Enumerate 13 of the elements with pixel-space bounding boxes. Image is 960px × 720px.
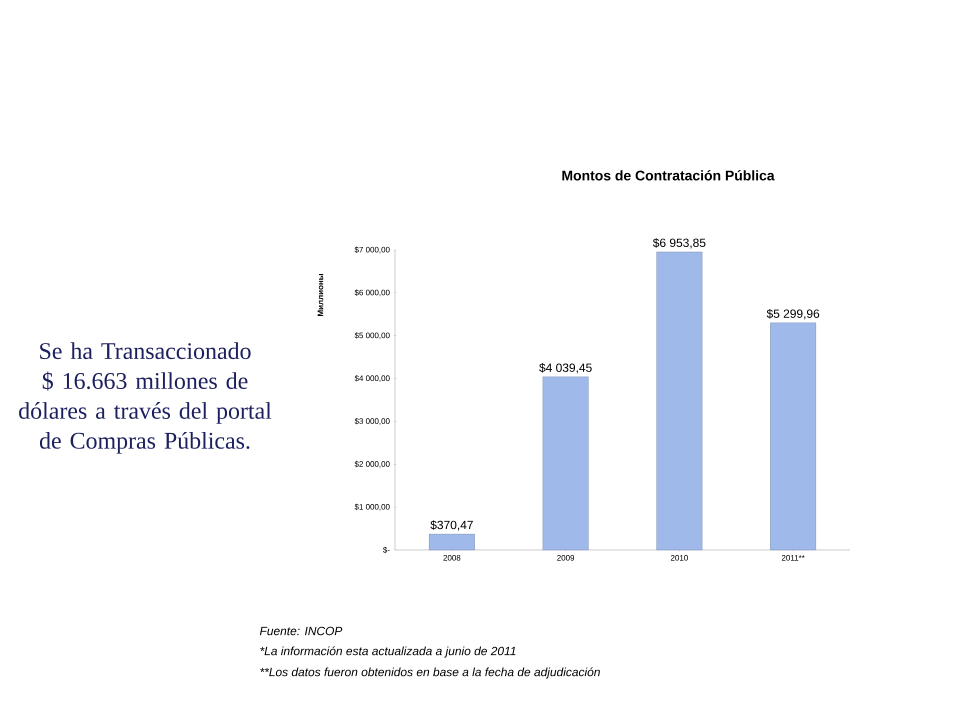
bar bbox=[428, 534, 475, 550]
data-label: $6 953,85 bbox=[652, 238, 706, 248]
text: Se ha Transaccionado $ 16.663 millones de dólares a través del portal de Compras Públicas. bbox=[19, 342, 272, 454]
text: *La información esta actualizada a junio de 2011 bbox=[260, 646, 516, 658]
chart-title: Montos de Contratación Pública bbox=[562, 170, 775, 180]
text: **Los datos fueron obtenidos en base a la fecha de adjudicación bbox=[260, 667, 600, 679]
bar bbox=[656, 252, 702, 550]
data-label: $4 039,45 bbox=[539, 362, 592, 374]
bar bbox=[542, 376, 589, 550]
data-label: $370,47 bbox=[430, 520, 473, 531]
source-note: Fuente: INCOP bbox=[260, 626, 342, 636]
data-label: $5 299,96 bbox=[766, 308, 820, 320]
bar bbox=[770, 322, 816, 550]
